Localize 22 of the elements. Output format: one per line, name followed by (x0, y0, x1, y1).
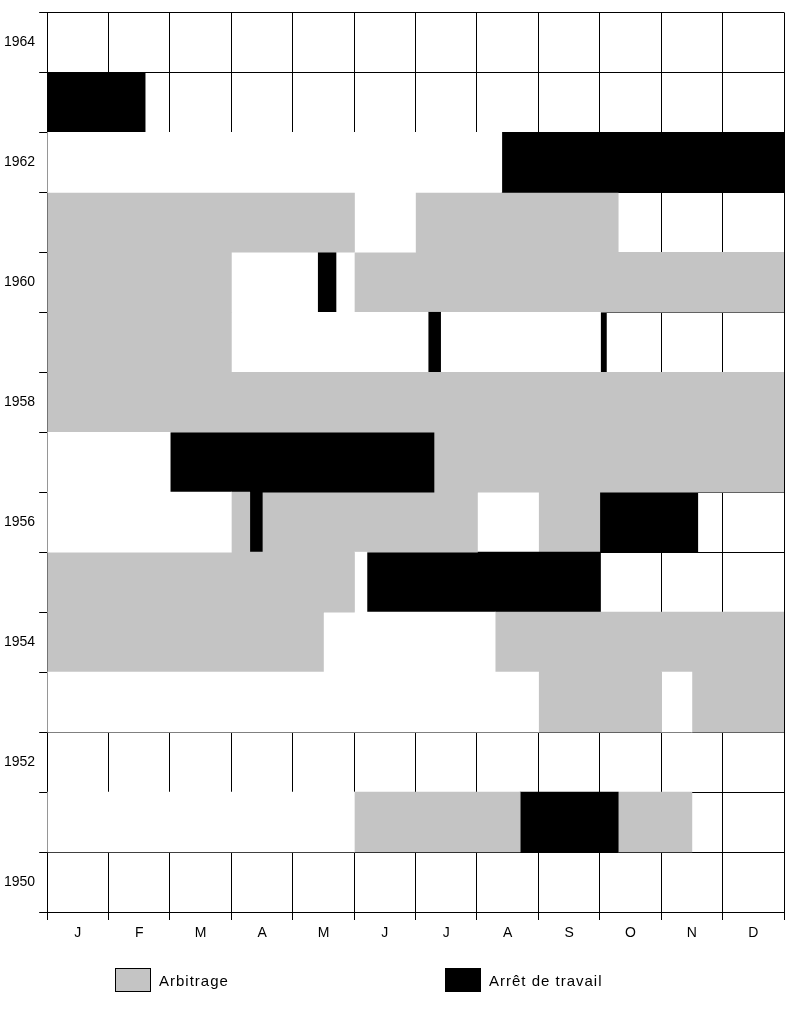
legend-label: Arrêt de travail (489, 971, 603, 989)
y-tick-label: 1964 (3, 33, 36, 50)
y-tick-label: 1952 (3, 752, 36, 769)
text: J (74, 923, 82, 940)
text: J (442, 923, 450, 940)
legend-label: Arbitrage (159, 971, 229, 989)
y-tick-label: 1958 (3, 393, 36, 410)
text: M (194, 923, 207, 940)
text: N (686, 923, 697, 940)
y-tick-label: 1962 (3, 153, 36, 170)
text: S (564, 923, 574, 940)
text: D (748, 923, 759, 940)
text: A (503, 923, 514, 940)
text: F (134, 923, 144, 940)
text: J (381, 923, 389, 940)
y-tick-label: 1956 (3, 513, 36, 530)
y-tick-label: 1954 (3, 632, 36, 649)
text: O (625, 923, 637, 940)
y-tick-label: 1950 (3, 872, 36, 889)
y-tick-label: 1960 (3, 273, 36, 290)
text: A (257, 923, 268, 940)
text: M (317, 923, 330, 940)
